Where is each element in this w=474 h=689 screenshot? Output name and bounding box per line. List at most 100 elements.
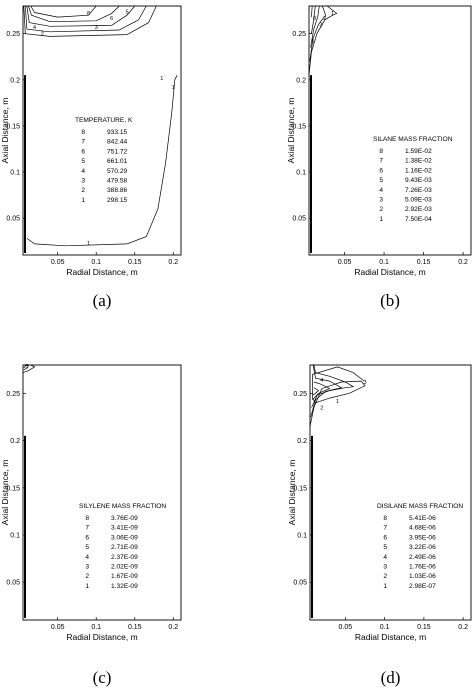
legend-value: 3.95E-06 [409,534,436,541]
legend-value: 570.29 [107,168,128,175]
y-tick-label: 0.2 [296,77,306,84]
x-tick-label: 0.1 [379,259,389,266]
legend-value: 1.38E-02 [405,158,432,165]
legend-value: 2.37E-09 [111,554,138,561]
legend: SILYLENE MASS FRACTION 8 3.76E-09 7 3.41E-09… [79,503,166,590]
legend-value: 3.41E-09 [111,525,138,532]
contour-label: 2 [323,16,326,22]
contour-label: 4 [33,25,36,31]
contour-label: 6 [110,16,113,22]
y-tick-label: 0.25 [293,391,307,398]
y-tick-label: 0.2 [297,438,307,445]
legend-value: 479.58 [107,178,128,185]
y-tick-label: 0.15 [292,123,306,130]
y-tick-label: 0.05 [6,216,20,223]
legend-value: 3.22E-06 [409,544,436,551]
legend-level: 8 [85,515,89,522]
y-tick-label: 0.1 [296,170,306,177]
chart-panel-1: 0.05 0.1 0.15 0.2 0.05 0.1 0.15 0.2 0.25 Radial D… [0,5,182,310]
legend: DISILANE MASS FRACTION 8 5.41E-06 7 4.68E-06… [377,503,463,590]
y-tick-label: 0.15 [293,485,307,492]
y-tick-label: 0.05 [292,216,306,223]
legend-level: 1 [85,583,89,590]
legend-value: 7.26E-03 [405,187,432,194]
legend-value: 3.76E-09 [111,515,138,522]
x-axis-label: Radial Distance, m [355,632,426,642]
chart-panel-3: 0.05 0.1 0.15 0.2 0.05 0.1 0.15 0.2 0.25 Radial D… [0,364,182,687]
legend-level: 3 [383,564,387,571]
legend-level: 7 [383,525,387,532]
plot-frame [22,5,182,256]
y-tick-label: 0.25 [6,391,20,398]
contour-label: 1 [160,76,163,82]
y-tick-label: 0.25 [292,31,306,38]
legend-title: SILANE MASS FRACTION [373,136,453,143]
legend-level: 6 [379,167,383,174]
legend-value: 1.59E-02 [405,148,432,155]
contour-4 [24,5,147,33]
legend-level: 3 [85,564,89,571]
contour-6 [28,5,120,23]
y-tick-label: 0.05 [293,580,307,587]
legend-level: 3 [81,178,85,185]
legend-level: 1 [379,216,383,223]
contour-2 [309,5,326,62]
y-tick-label: 0.1 [10,533,20,540]
legend-level: 5 [379,177,383,184]
contour-1 [309,366,366,427]
y-tick-label: 0.15 [6,485,20,492]
legend-value: 933.15 [107,129,128,136]
legend-value: 2.98E-07 [409,583,436,590]
legend-value: 298.15 [107,197,128,204]
legend-title: DISILANE MASS FRACTION [377,503,463,510]
contour-label: 3 [319,22,322,28]
contour-6 [312,387,320,396]
panel-caption: (a) [93,291,112,310]
legend-level: 8 [81,129,85,136]
legend-level: 8 [383,515,387,522]
legend-level: 6 [81,148,85,155]
contour-2 [310,364,355,417]
legend-value: 2.92E-03 [405,206,432,213]
contour-8 [311,5,313,18]
contour-label: 2 [320,405,323,411]
legend-level: 4 [383,554,387,561]
y-tick-label: 0.2 [10,438,20,445]
contour-label: 5 [126,9,129,15]
contour-label: 5 [311,39,314,45]
contour-label: 2 [41,32,44,38]
legend-value: 661.01 [107,158,128,165]
legend-value: 842.44 [107,139,128,146]
x-axis-label: Radial Distance, m [354,267,425,277]
chart-panel-2: 0.05 0.1 0.15 0.2 0.05 0.1 0.15 0.2 0.25 Radial D… [286,5,472,310]
contour-label: 1 [336,399,339,405]
panel-caption: (c) [93,668,112,687]
contour-8 [30,5,97,18]
legend-level: 7 [379,158,383,165]
x-tick-label: 0.2 [168,259,178,266]
legend-level: 5 [85,544,89,551]
y-tick-label: 0.05 [6,580,20,587]
y-tick-label: 0.1 [297,533,307,540]
legend-value: 388.86 [107,187,128,194]
legend-value: 9.43E-03 [405,177,432,184]
x-tick-label: 0.2 [168,624,178,631]
legend-title: TEMPERATURE, K [75,117,133,124]
legend: TEMPERATURE, K 8 933.15 7 842.44 6 751.72 5 661.… [75,117,133,204]
contour-5 [23,364,27,369]
legend-value: 7.50E-04 [405,216,432,223]
x-tick-label: 0.1 [91,259,101,266]
panel-caption: (b) [380,291,400,310]
legend-level: 4 [379,187,383,194]
y-tick-label: 0.15 [6,123,20,130]
legend-level: 2 [379,206,383,213]
contour-label: 1 [331,11,334,17]
legend-value: 751.72 [107,148,128,155]
legend-value: 1.76E-06 [409,564,436,571]
contour-4 [312,381,331,401]
y-axis-label: Axial Distance, m [0,460,10,526]
y-tick-label: 0.2 [10,77,20,84]
legend-level: 7 [85,525,89,532]
contour-label: 3 [95,25,98,31]
